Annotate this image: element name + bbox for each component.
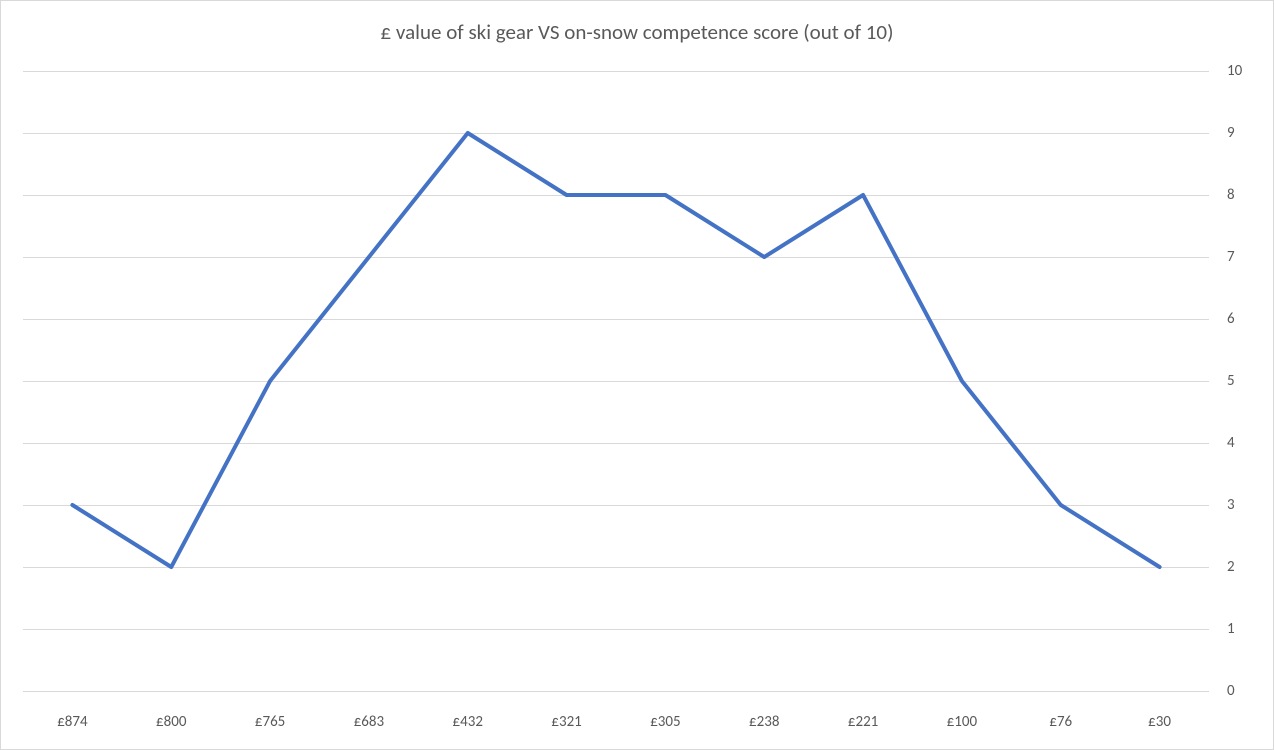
y-axis-tick-label: 9 [1227, 124, 1267, 142]
x-axis-tick-label: £100 [947, 713, 977, 731]
y-axis-tick-label: 5 [1227, 372, 1267, 390]
y-axis-tick-label: 3 [1227, 496, 1267, 514]
y-axis-tick-label: 0 [1227, 682, 1267, 700]
x-axis-tick-label: £874 [57, 713, 87, 731]
x-axis-tick-label: £765 [255, 713, 285, 731]
x-axis-tick-label: £30 [1148, 713, 1171, 731]
chart-title: £ value of ski gear VS on-snow competenc… [1, 19, 1273, 45]
x-axis-tick-label: £683 [354, 713, 384, 731]
y-axis-tick-label: 7 [1227, 248, 1267, 266]
plot-area: 012345678910£874£800£765£683£432£321£305… [23, 71, 1209, 691]
y-axis-tick-label: 4 [1227, 434, 1267, 452]
x-axis-tick-label: £321 [551, 713, 581, 731]
x-axis-tick-label: £432 [453, 713, 483, 731]
line-series [23, 71, 1209, 691]
x-axis-tick-label: £76 [1049, 713, 1072, 731]
chart-container: £ value of ski gear VS on-snow competenc… [0, 0, 1274, 750]
y-axis-tick-label: 8 [1227, 186, 1267, 204]
x-axis-tick-label: £238 [749, 713, 779, 731]
y-axis-tick-label: 10 [1227, 62, 1267, 80]
y-axis-tick-label: 6 [1227, 310, 1267, 328]
x-axis-tick-label: £800 [156, 713, 186, 731]
x-axis-tick-label: £221 [848, 713, 878, 731]
gridline [23, 691, 1209, 692]
y-axis-tick-label: 1 [1227, 620, 1267, 638]
y-axis-tick-label: 2 [1227, 558, 1267, 576]
x-axis-tick-label: £305 [650, 713, 680, 731]
